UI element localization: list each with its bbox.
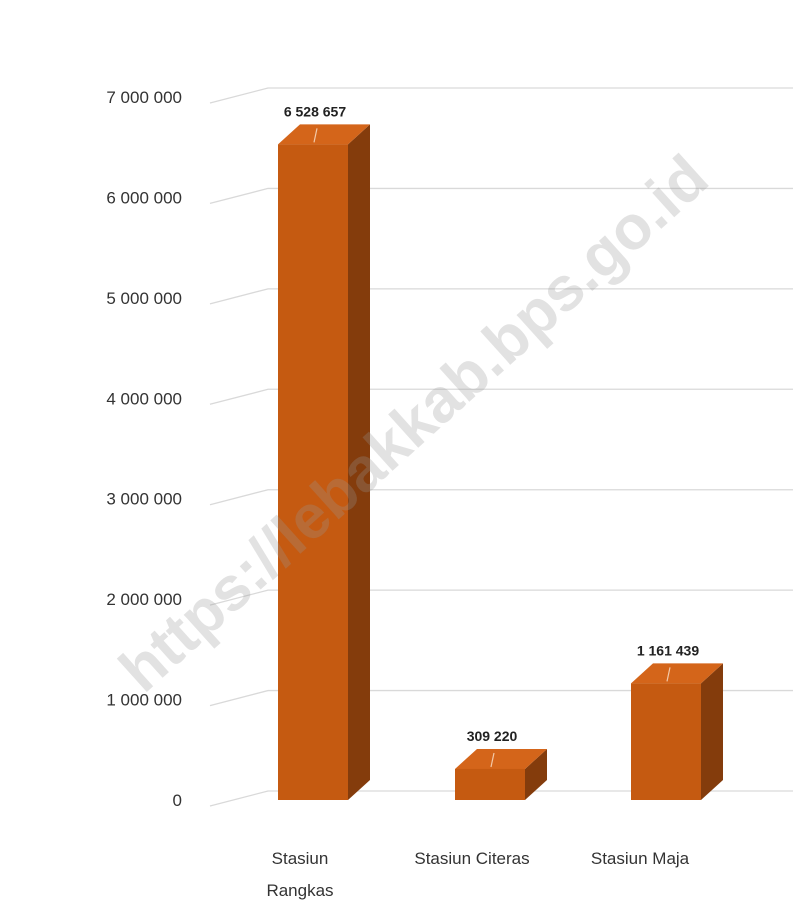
bar-side — [525, 748, 547, 800]
gridline — [209, 187, 793, 205]
label-leader — [313, 128, 318, 143]
category-label-line: Stasiun — [272, 849, 329, 868]
bar-top — [278, 124, 370, 145]
y-axis-ticks: 0 1 000 000 2 000 000 3 000 000 4 000 000 5 0… — [106, 88, 182, 810]
y-tick-label: 0 — [173, 791, 182, 810]
bar-front — [631, 683, 701, 800]
data-label: 1 161 439 — [637, 642, 699, 658]
gridline — [209, 689, 793, 707]
bar — [631, 663, 723, 800]
bar-top — [631, 663, 723, 684]
gridlines — [209, 87, 793, 807]
category-label: Stasiun Citeras — [414, 849, 529, 868]
bar-top — [455, 748, 547, 769]
bar — [455, 748, 547, 800]
gridline — [209, 87, 793, 104]
bars — [278, 124, 723, 800]
bar-side — [348, 124, 370, 800]
label-leader — [666, 667, 671, 682]
y-tick-label: 5 000 000 — [106, 289, 182, 308]
bar — [278, 124, 370, 800]
gridline — [209, 489, 793, 506]
category-label-line: Stasiun Maja — [591, 849, 690, 868]
bar-front — [455, 768, 525, 800]
label-leader — [490, 752, 495, 768]
y-tick-label: 6 000 000 — [106, 188, 182, 207]
y-tick-label: 3 000 000 — [106, 490, 182, 509]
gridline — [209, 589, 793, 606]
category-label: Stasiun Maja — [591, 849, 690, 868]
gridline — [209, 388, 793, 405]
data-label: 6 528 657 — [284, 103, 346, 119]
y-tick-label: 1 000 000 — [106, 691, 182, 710]
category-label-line: Rangkas — [266, 881, 333, 900]
y-tick-label: 2 000 000 — [106, 590, 182, 609]
gridline — [209, 790, 793, 807]
gridline — [209, 288, 793, 305]
y-tick-label: 4 000 000 — [106, 389, 182, 408]
category-label: Stasiun Rangkas — [266, 849, 333, 900]
y-tick-label: 7 000 000 — [106, 88, 182, 107]
data-labels: 6 528 657 309 220 1 161 439 — [284, 103, 699, 744]
x-axis-categories: Stasiun Rangkas Stasiun Citeras Stasiun Maj… — [266, 849, 689, 900]
category-label-line: Stasiun Citeras — [414, 849, 529, 868]
bar-side — [701, 663, 723, 800]
bar-front — [278, 144, 348, 800]
data-label: 309 220 — [467, 728, 518, 744]
